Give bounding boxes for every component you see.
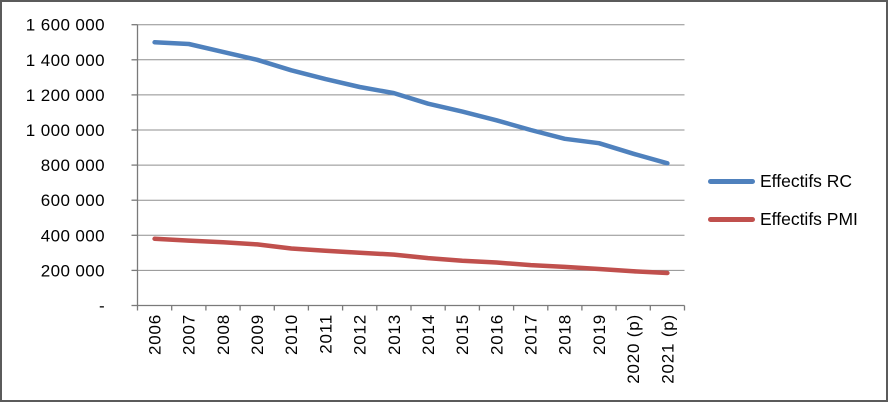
y-axis-label: 1 400 000 bbox=[26, 51, 105, 70]
x-axis-label: 2013 bbox=[385, 314, 404, 355]
x-axis-label: 2006 bbox=[146, 314, 165, 355]
legend-label: Effectifs PMI bbox=[760, 209, 858, 229]
x-axis-label: 2020 (p) bbox=[624, 314, 643, 384]
series-line-effectifs-pmi bbox=[152, 236, 670, 276]
legend: Effectifs RC Effectifs PMI bbox=[708, 168, 858, 233]
x-axis-label: 2021 (p) bbox=[658, 314, 677, 384]
legend-item-effectifs-pmi: Effectifs PMI bbox=[708, 206, 858, 233]
x-axis-label: 2008 bbox=[214, 314, 233, 355]
y-axis-label: 1 600 000 bbox=[26, 16, 105, 35]
legend-line-swatch bbox=[708, 179, 755, 184]
x-axis-label: 2010 bbox=[282, 314, 301, 355]
series-line-effectifs-rc bbox=[152, 40, 670, 166]
legend-item-effectifs-rc: Effectifs RC bbox=[708, 168, 858, 195]
x-axis-label: 2014 bbox=[419, 314, 438, 355]
legend-line-swatch bbox=[708, 217, 755, 222]
y-axis-label: 200 000 bbox=[41, 261, 105, 280]
y-axis-label: 400 000 bbox=[41, 226, 105, 245]
x-axis-label: 2009 bbox=[248, 314, 267, 355]
x-axis-label: 2018 bbox=[556, 314, 575, 355]
x-axis-label: 2012 bbox=[351, 314, 370, 355]
x-axis-label: 2011 bbox=[316, 314, 335, 354]
x-axis-label: 2017 bbox=[522, 314, 541, 355]
y-axis-label: 600 000 bbox=[41, 191, 105, 210]
x-axis-label: 2016 bbox=[487, 314, 506, 355]
y-axis-label: 1 000 000 bbox=[26, 121, 105, 140]
y-axis-label: - bbox=[99, 296, 105, 315]
legend-label: Effectifs RC bbox=[760, 171, 853, 191]
y-axis-label: 800 000 bbox=[41, 156, 105, 175]
x-axis-label: 2015 bbox=[453, 314, 472, 355]
x-axis-label: 2007 bbox=[180, 314, 199, 355]
y-axis-label: 1 200 000 bbox=[26, 86, 105, 105]
x-axis-label: 2019 bbox=[590, 314, 609, 355]
